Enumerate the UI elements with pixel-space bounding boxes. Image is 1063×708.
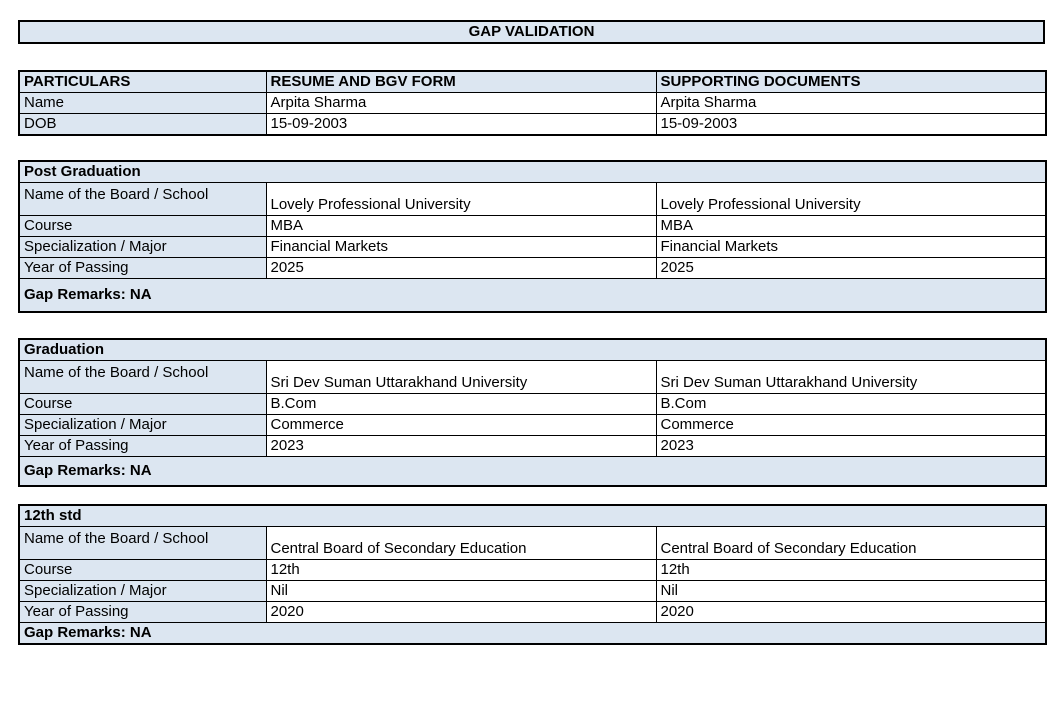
resume-value: Sri Dev Suman Uttarakhand University <box>265 359 657 394</box>
year-of-passing-row: Year of Passing 2023 2023 <box>18 434 1047 457</box>
supporting-value: Commerce <box>655 413 1047 436</box>
specialization-row: Specialization / Major Financial Markets… <box>18 236 1047 258</box>
resume-value: 15-09-2003 <box>265 113 657 136</box>
board-school-row: Name of the Board / School Sri Dev Suman… <box>18 359 1047 394</box>
supporting-value: Nil <box>655 580 1047 602</box>
year-of-passing-row: Year of Passing 2020 2020 <box>18 601 1047 623</box>
graduation-table: Graduation Name of the Board / School Sr… <box>18 337 1048 487</box>
supporting-value: 15-09-2003 <box>655 113 1047 136</box>
section-title: Graduation <box>18 338 1047 361</box>
resume-value: MBA <box>265 215 657 237</box>
supporting-value: B.Com <box>655 392 1047 415</box>
row-label: Name of the Board / School <box>18 526 267 560</box>
supporting-value: 2020 <box>655 601 1047 623</box>
resume-value: Commerce <box>265 413 657 436</box>
year-of-passing-row: Year of Passing 2025 2025 <box>18 257 1047 279</box>
resume-value: Central Board of Secondary Education <box>265 526 657 560</box>
supporting-value: Central Board of Secondary Education <box>655 526 1047 560</box>
resume-value: Nil <box>265 580 657 602</box>
resume-value: 2020 <box>265 601 657 623</box>
gap-remarks-row: Gap Remarks: NA <box>18 455 1047 487</box>
resume-value: 2025 <box>265 257 657 279</box>
resume-value: Lovely Professional University <box>265 182 657 216</box>
board-school-row: Name of the Board / School Lovely Profes… <box>18 182 1047 216</box>
gap-validation-document: GAP VALIDATION PARTICULARS RESUME AND BG… <box>18 0 1048 645</box>
resume-value: B.Com <box>265 392 657 415</box>
name-row: Name Arpita Sharma Arpita Sharma <box>18 92 1047 114</box>
course-row: Course B.Com B.Com <box>18 392 1047 415</box>
row-label: Course <box>18 215 267 237</box>
row-label: Specialization / Major <box>18 580 267 602</box>
row-label: Course <box>18 392 267 415</box>
supporting-value: 2025 <box>655 257 1047 279</box>
section-title-row: Graduation <box>18 338 1047 361</box>
header-resume-bgv-form: RESUME AND BGV FORM <box>265 70 657 93</box>
resume-value: Financial Markets <box>265 236 657 258</box>
resume-value: 2023 <box>265 434 657 457</box>
row-label: Name of the Board / School <box>18 182 267 216</box>
particulars-table: PARTICULARS RESUME AND BGV FORM SUPPORTI… <box>18 70 1047 136</box>
row-label: Course <box>18 559 267 581</box>
gap-remarks: Gap Remarks: NA <box>18 278 1047 312</box>
row-label: Name <box>18 92 267 114</box>
gap-remarks-row: Gap Remarks: NA <box>18 622 1047 645</box>
twelfth-std-table: 12th std Name of the Board / School Cent… <box>18 504 1048 645</box>
row-label: Year of Passing <box>18 434 267 457</box>
section-title-row: 12th std <box>18 504 1047 527</box>
resume-value: Arpita Sharma <box>265 92 657 114</box>
section-title-row: Post Graduation <box>18 160 1047 183</box>
supporting-value: Sri Dev Suman Uttarakhand University <box>655 359 1047 394</box>
header-supporting-documents: SUPPORTING DOCUMENTS <box>655 70 1047 93</box>
row-label: Specialization / Major <box>18 236 267 258</box>
specialization-row: Specialization / Major Commerce Commerce <box>18 413 1047 436</box>
section-title: 12th std <box>18 504 1047 527</box>
board-school-row: Name of the Board / School Central Board… <box>18 526 1047 560</box>
row-label: Specialization / Major <box>18 413 267 436</box>
gap-remarks: Gap Remarks: NA <box>18 455 1047 487</box>
summary-header-row: PARTICULARS RESUME AND BGV FORM SUPPORTI… <box>18 70 1047 93</box>
course-row: Course MBA MBA <box>18 215 1047 237</box>
supporting-value: Lovely Professional University <box>655 182 1047 216</box>
gap-remarks-row: Gap Remarks: NA <box>18 278 1047 312</box>
row-label: Year of Passing <box>18 601 267 623</box>
row-label: Name of the Board / School <box>18 359 267 394</box>
resume-value: 12th <box>265 559 657 581</box>
supporting-value: 2023 <box>655 434 1047 457</box>
supporting-value: Arpita Sharma <box>655 92 1047 114</box>
gap-remarks: Gap Remarks: NA <box>18 622 1047 645</box>
section-title: Post Graduation <box>18 160 1047 183</box>
row-label: Year of Passing <box>18 257 267 279</box>
supporting-value: 12th <box>655 559 1047 581</box>
dob-row: DOB 15-09-2003 15-09-2003 <box>18 113 1047 136</box>
header-particulars: PARTICULARS <box>18 70 267 93</box>
document-title: GAP VALIDATION <box>18 20 1045 44</box>
course-row: Course 12th 12th <box>18 559 1047 581</box>
supporting-value: Financial Markets <box>655 236 1047 258</box>
specialization-row: Specialization / Major Nil Nil <box>18 580 1047 602</box>
supporting-value: MBA <box>655 215 1047 237</box>
row-label: DOB <box>18 113 267 136</box>
post-graduation-table: Post Graduation Name of the Board / Scho… <box>18 160 1048 313</box>
